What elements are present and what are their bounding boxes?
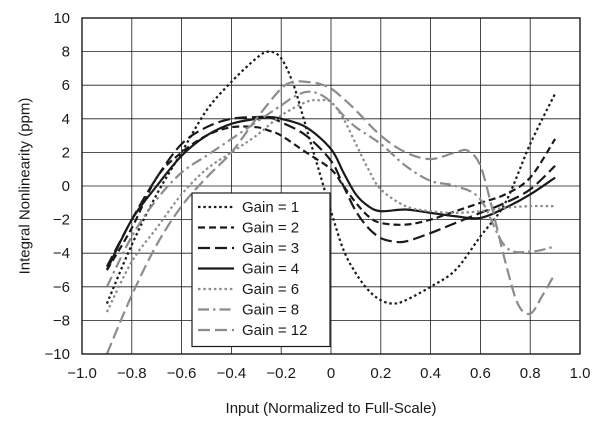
legend-label-2: Gain = 2 xyxy=(242,220,299,237)
x-tick-label: 0.6 xyxy=(470,365,491,382)
legend-label-1: Gain = 1 xyxy=(242,199,299,216)
legend: Gain = 1 Gain = 2 Gain = 3 Gain = 4 Gain = 6… xyxy=(191,192,331,348)
plot-frame xyxy=(81,17,581,355)
x-tick-label: 1.0 xyxy=(570,365,591,382)
legend-label-4: Gain = 4 xyxy=(242,261,299,278)
x-tick-label: −0.6 xyxy=(167,365,197,382)
legend-label-6: Gain = 8 xyxy=(242,302,299,319)
y-axis-title: Integral Nonlinearity (ppm) xyxy=(16,98,33,275)
y-tick-label: 0 xyxy=(62,178,70,195)
y-tick-label: −6 xyxy=(53,279,70,296)
y-tick-label: −10 xyxy=(45,346,70,363)
x-tick-label: −0.4 xyxy=(217,365,247,382)
y-tick-label: 8 xyxy=(62,44,70,61)
series-line-7 xyxy=(105,80,557,355)
x-axis-title: Input (Normalized to Full-Scale) xyxy=(226,400,437,417)
legend-box xyxy=(191,192,331,348)
y-tick-labels: −10 −8 −6 −4 −2 0 2 4 6 8 10 xyxy=(45,10,70,363)
y-tick-label: 6 xyxy=(62,77,70,94)
x-tick-label: 0.4 xyxy=(420,365,441,382)
legend-label-7: Gain = 12 xyxy=(242,322,307,339)
legend-label-5: Gain = 6 xyxy=(242,281,299,298)
x-tick-label: 0 xyxy=(327,365,335,382)
y-tick-label: 10 xyxy=(53,10,70,27)
x-tick-label: −0.8 xyxy=(117,365,147,382)
series-line-3 xyxy=(105,115,556,268)
y-tick-label: −8 xyxy=(53,312,70,329)
y-tick-label: −4 xyxy=(53,245,70,262)
y-tick-label: 2 xyxy=(62,144,70,161)
y-tick-label: 4 xyxy=(62,111,70,128)
x-tick-labels: −1.0 −0.8 −0.6 −0.4 −0.2 0 0.2 0.4 0.6 0.8 1.0 xyxy=(67,365,590,382)
series-line-2 xyxy=(105,125,557,271)
x-tick-label: 0.8 xyxy=(520,365,541,382)
series-line-1 xyxy=(105,50,557,305)
series-line-4 xyxy=(105,116,556,271)
y-tick-label: −2 xyxy=(53,212,70,229)
series-lines xyxy=(105,50,557,355)
x-tick-label: −0.2 xyxy=(266,365,296,382)
series-line-6 xyxy=(105,90,556,288)
legend-label-3: Gain = 3 xyxy=(242,240,299,257)
x-tick-label: −1.0 xyxy=(67,365,97,382)
x-tick-label: 0.2 xyxy=(370,365,391,382)
